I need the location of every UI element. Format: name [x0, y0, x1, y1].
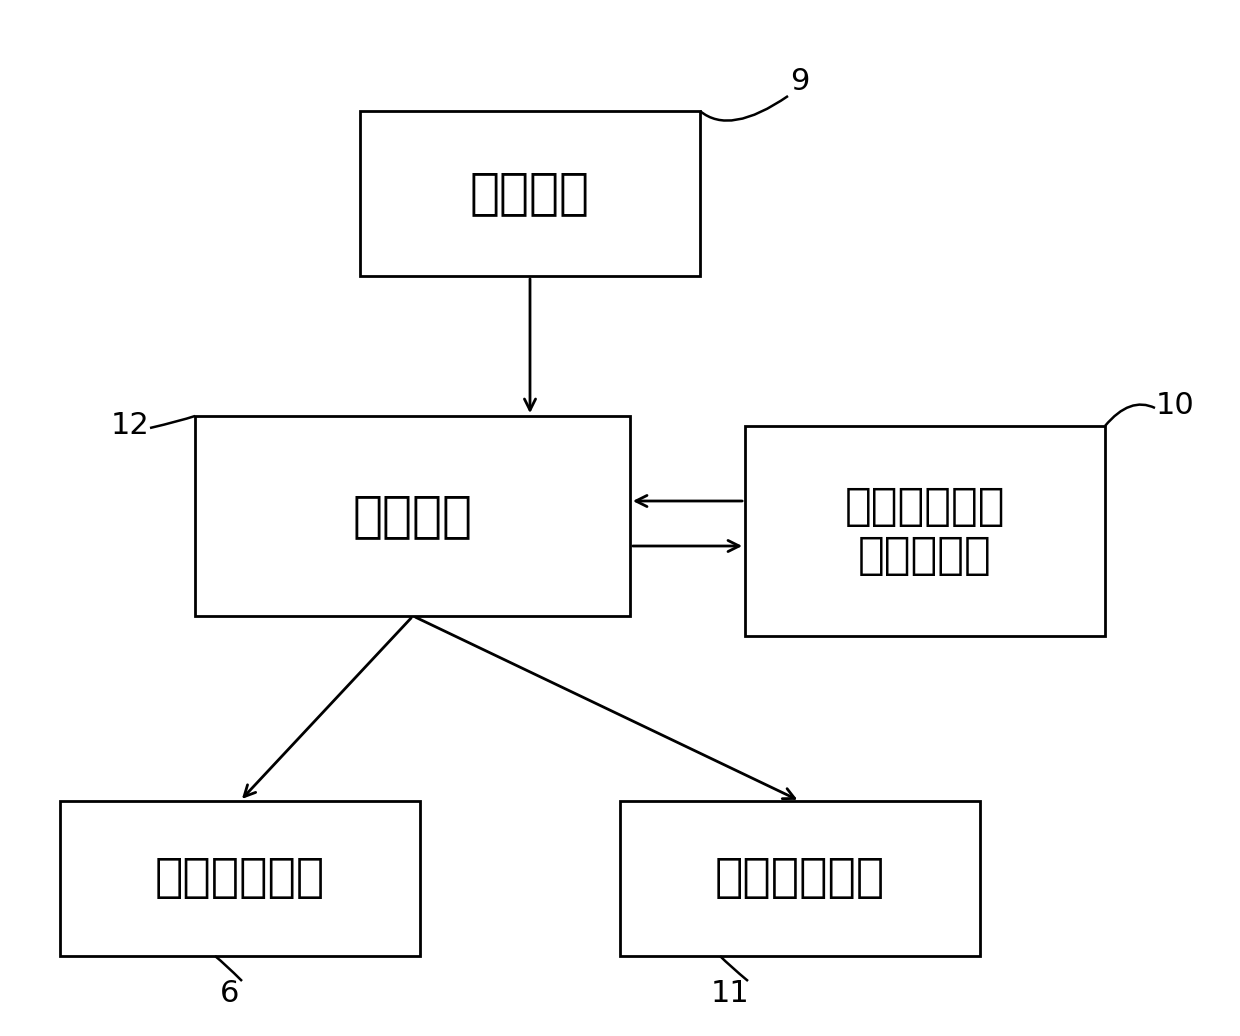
- Text: 标记模块: 标记模块: [470, 170, 590, 218]
- Bar: [195, 416, 630, 616]
- Text: 6: 6: [221, 979, 239, 1008]
- Bar: [60, 801, 420, 956]
- Text: 12: 12: [110, 411, 149, 440]
- Text: 语音发送装置: 语音发送装置: [715, 856, 885, 901]
- Text: 10: 10: [1156, 392, 1194, 421]
- Text: 车主倾向警示
颜色数据库: 车主倾向警示 颜色数据库: [844, 485, 1006, 577]
- Bar: [620, 801, 980, 956]
- Bar: [360, 111, 701, 276]
- Text: 11: 11: [711, 979, 749, 1008]
- Bar: [745, 426, 1105, 636]
- Text: 9: 9: [790, 66, 810, 95]
- Text: 控制终端: 控制终端: [352, 492, 472, 540]
- Text: 短信发送装置: 短信发送装置: [155, 856, 325, 901]
